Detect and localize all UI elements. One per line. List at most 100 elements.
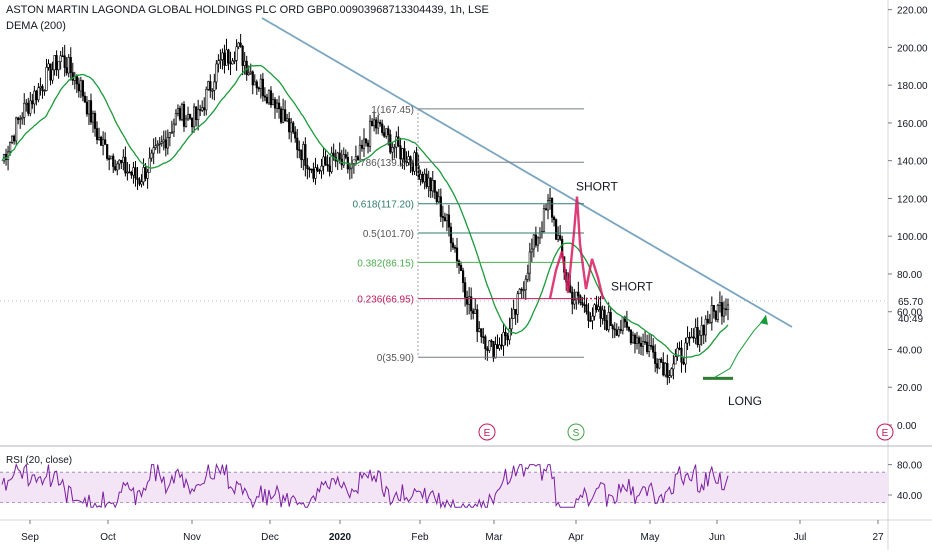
candle-body (23, 102, 26, 118)
candle-body (581, 302, 584, 306)
candle-body (306, 165, 309, 170)
fib-level-label: 0.5(101.70) (363, 229, 414, 240)
candle-body (411, 162, 414, 172)
event-marker-label: E (484, 428, 491, 439)
candle-body (136, 177, 139, 181)
candle-body (251, 71, 254, 86)
candle-body (510, 318, 513, 330)
candle-body (546, 200, 550, 211)
candle-body (35, 90, 38, 101)
candle-body (641, 341, 645, 347)
candle-body (326, 164, 329, 167)
candle-body (589, 320, 592, 322)
candle-body (688, 336, 691, 339)
candle-body (269, 90, 273, 106)
candle-body (443, 217, 446, 222)
candle-body (320, 165, 323, 172)
candle-body (670, 368, 673, 377)
candle-body (500, 344, 503, 347)
candle-body (718, 302, 722, 306)
candle-body (168, 132, 171, 138)
candle-body (520, 288, 523, 291)
candle-body (116, 163, 119, 171)
indicator-label: DEMA (200) (6, 20, 66, 32)
candle-body (281, 109, 285, 123)
price-axis-tick-label: 0.00 (897, 421, 917, 432)
rsi-label: RSI (20, close) (6, 455, 73, 466)
candle-body (658, 359, 661, 369)
candle-body (201, 107, 204, 111)
candle-body (451, 242, 455, 248)
candle-body (441, 216, 444, 218)
candle-body (435, 191, 438, 203)
candle-body (559, 235, 562, 240)
candle-body (538, 232, 542, 239)
candle-body (284, 109, 287, 122)
candle-body (401, 148, 404, 160)
candle-body (79, 80, 82, 92)
candle-body (474, 309, 477, 314)
candle-body (506, 335, 509, 341)
candle-body (488, 340, 491, 351)
candle-body (399, 145, 402, 160)
candle-body (678, 347, 681, 350)
candle-body (498, 344, 501, 349)
candle-body (585, 304, 588, 313)
candle-body (225, 49, 228, 66)
price-axis-tick-label: 120.00 (897, 194, 928, 205)
candle-body (676, 347, 679, 357)
candle-body (265, 96, 269, 104)
candle-body (393, 146, 396, 149)
candle-body (702, 325, 705, 336)
candle-body (164, 139, 167, 149)
rsi-axis-tick-label: 40.00 (897, 491, 922, 502)
candle-body (544, 208, 548, 211)
candle-body (603, 309, 606, 321)
candle-body (492, 341, 495, 359)
candle-body (387, 128, 390, 135)
candle-body (55, 55, 58, 71)
candle-body (188, 114, 192, 119)
candle-body (294, 131, 297, 139)
candle-body (87, 100, 91, 115)
candle-body (197, 109, 200, 120)
candle-body (95, 128, 99, 141)
candle-body (27, 102, 30, 114)
candle-body (597, 306, 600, 310)
candle-body (249, 71, 252, 74)
candle-body (524, 278, 527, 291)
candle-body (25, 102, 28, 105)
candle-body (455, 247, 459, 262)
candle-body (370, 120, 374, 127)
price-axis-tick-label: 220.00 (897, 6, 928, 17)
candle-body (484, 336, 487, 350)
candle-body (457, 260, 461, 266)
countdown-label: 40:49 (898, 314, 923, 325)
candle-body (613, 328, 616, 331)
candle-body (93, 113, 97, 129)
candle-body (152, 147, 155, 154)
candle-body (174, 113, 178, 125)
candle-body (397, 136, 400, 147)
candle-body (496, 344, 499, 349)
candle-body (486, 348, 489, 351)
candle-body (407, 156, 410, 163)
candle-body (267, 90, 271, 104)
candle-body (97, 136, 101, 141)
candle-body (423, 173, 426, 183)
candle-body (322, 156, 325, 167)
candle-body (162, 139, 165, 143)
candle-body (45, 67, 48, 91)
candle-body (126, 171, 129, 174)
candle-body (120, 159, 123, 163)
candle-body (453, 247, 457, 249)
candle-body (526, 272, 529, 280)
rsi-line (1, 462, 729, 510)
candle-body (255, 81, 258, 89)
candle-body (514, 309, 517, 315)
candle-body (534, 234, 537, 246)
candle-body (275, 102, 279, 109)
candle-body (231, 60, 234, 65)
candle-body (383, 132, 386, 137)
